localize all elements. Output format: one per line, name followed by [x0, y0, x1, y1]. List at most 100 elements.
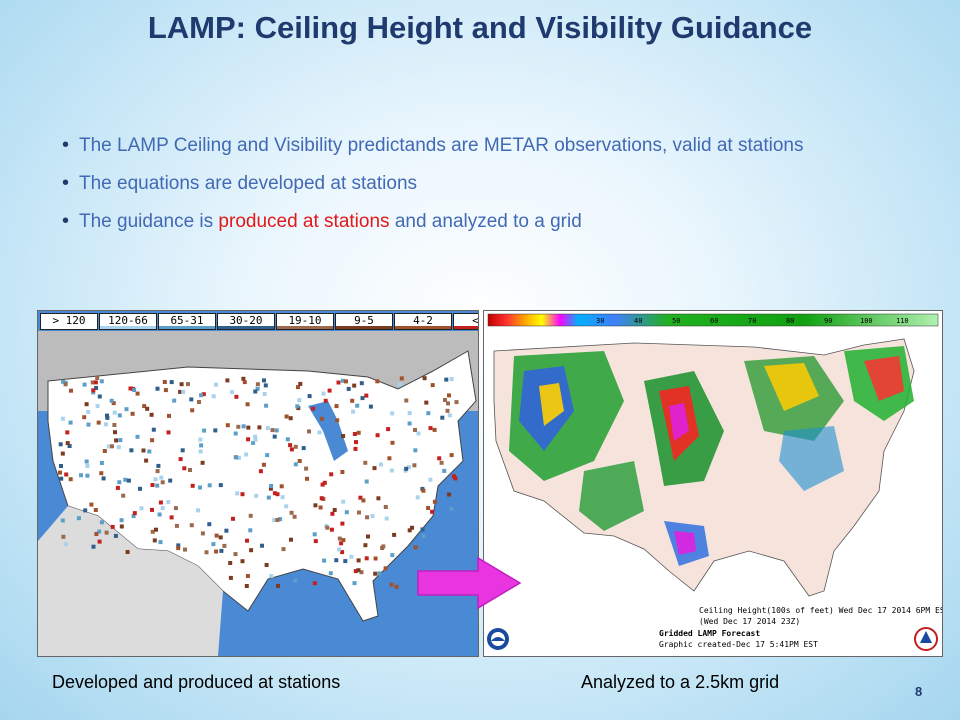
station-marker [447, 492, 452, 497]
station-marker [305, 476, 309, 481]
station-marker [323, 398, 328, 403]
station-marker [340, 521, 345, 526]
station-marker [344, 510, 349, 515]
station-marker [307, 394, 312, 399]
station-marker [432, 427, 437, 432]
station-marker [97, 529, 102, 534]
station-marker [428, 426, 433, 431]
station-marker [178, 457, 183, 462]
station-marker [198, 449, 203, 454]
station-marker [124, 407, 129, 412]
station-marker [104, 422, 108, 427]
station-marker [117, 413, 122, 418]
station-marker [176, 546, 181, 551]
mexico-land [38, 506, 223, 656]
product-name: Gridded LAMP Forecast [659, 628, 760, 638]
station-marker [349, 554, 354, 559]
station-marker [280, 495, 285, 500]
station-marker [341, 434, 346, 438]
station-marker [211, 394, 216, 399]
station-marker [79, 473, 83, 478]
station-marker [424, 400, 429, 405]
station-marker [86, 422, 91, 427]
station-marker [407, 421, 412, 426]
station-marker [123, 477, 128, 482]
legend-label: 4-2 [413, 314, 433, 327]
station-marker [356, 430, 361, 435]
station-marker [262, 392, 267, 396]
station-marker [240, 492, 245, 497]
station-marker [97, 539, 102, 544]
station-marker [370, 514, 375, 519]
station-marker [190, 408, 195, 413]
station-marker [413, 428, 417, 432]
station-marker [86, 409, 91, 414]
bullet-text: The equations are developed at stations [79, 173, 418, 194]
station-marker [364, 479, 369, 484]
colorbar-tick: 110 [896, 317, 909, 325]
station-marker [150, 529, 155, 534]
station-marker [116, 445, 121, 450]
station-marker [160, 506, 165, 511]
bullet-text-pre: The guidance is [79, 211, 219, 232]
station-marker [169, 380, 174, 385]
station-marker [268, 486, 273, 491]
station-marker [104, 530, 109, 535]
station-marker [412, 463, 417, 468]
station-marker [356, 558, 361, 563]
station-marker [163, 388, 168, 393]
legend-label: > 120 [52, 314, 86, 327]
station-marker [230, 390, 234, 395]
station-marker [111, 401, 116, 406]
legend-label: 30-20 [229, 314, 263, 327]
station-marker [407, 528, 412, 533]
station-marker [244, 452, 249, 457]
station-marker [430, 509, 435, 514]
station-marker [76, 516, 81, 521]
station-marker [234, 394, 239, 399]
station-marker [447, 393, 451, 398]
station-marker [139, 506, 144, 511]
station-marker [60, 416, 65, 421]
station-marker [131, 514, 136, 519]
station-marker [200, 460, 205, 465]
station-marker [219, 548, 224, 553]
station-marker [99, 520, 104, 525]
station-marker [109, 398, 114, 403]
station-marker [376, 496, 381, 501]
station-marker [413, 448, 418, 453]
station-marker [341, 499, 346, 504]
station-marker [204, 550, 209, 555]
station-marker [173, 506, 178, 511]
station-marker [334, 558, 339, 563]
station-marker [337, 547, 342, 552]
station-marker [363, 543, 368, 548]
station-marker [241, 424, 246, 429]
station-marker [150, 483, 155, 487]
station-marker [257, 425, 262, 430]
station-marker [200, 531, 205, 536]
station-marker [128, 386, 133, 391]
station-marker [207, 483, 212, 488]
station-marker [322, 480, 327, 485]
station-marker [355, 403, 360, 408]
station-marker [325, 525, 330, 530]
station-marker [288, 416, 293, 421]
station-marker [432, 499, 437, 504]
station-marker [94, 386, 99, 390]
station-marker [189, 397, 194, 402]
station-marker [242, 380, 247, 385]
station-marker [359, 570, 364, 575]
station-marker [112, 410, 117, 415]
station-marker [95, 404, 100, 409]
station-marker [214, 382, 218, 387]
station-marker [375, 433, 380, 438]
station-marker [155, 386, 160, 391]
station-marker [135, 434, 140, 439]
station-marker [373, 556, 378, 561]
station-map-panel: > 120 120-66 65-31 30-20 19-10 9-5 4-2 <… [37, 310, 479, 657]
station-marker [311, 406, 315, 411]
station-marker [253, 389, 258, 394]
station-marker [233, 552, 238, 557]
station-marker [176, 543, 181, 548]
